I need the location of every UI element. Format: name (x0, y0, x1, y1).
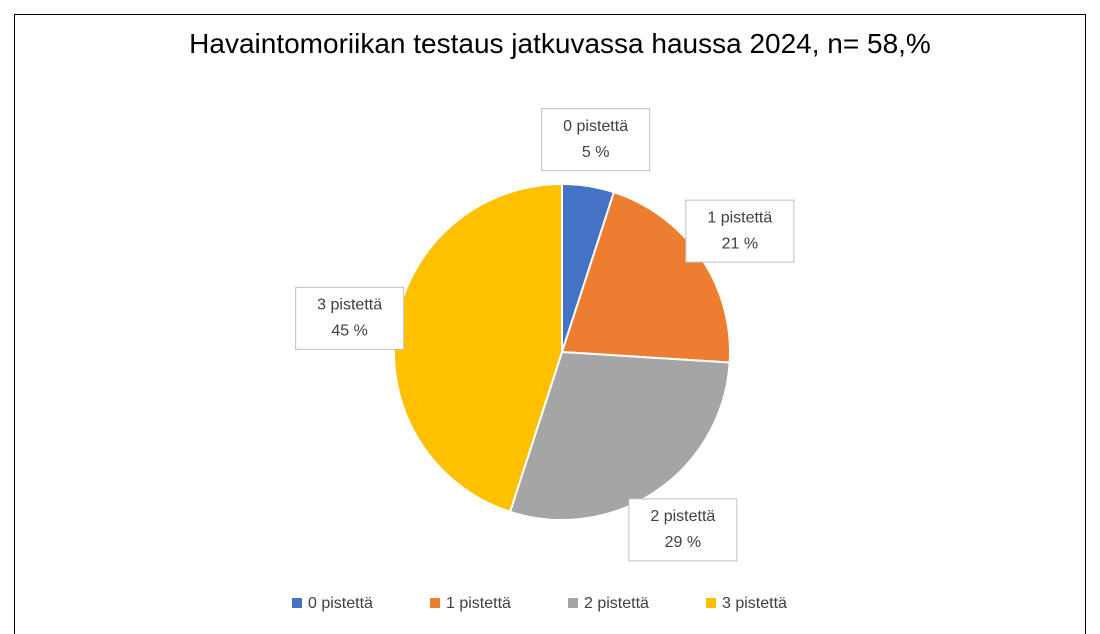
legend-label: 1 pistettä (446, 595, 511, 612)
legend-label: 3 pistettä (722, 595, 787, 612)
legend-swatch (568, 598, 578, 608)
legend-swatch (706, 598, 716, 608)
legend-swatch (292, 598, 302, 608)
data-label-box (685, 199, 795, 263)
legend-swatch (430, 598, 440, 608)
data-label-category: 3 pistettä (317, 297, 382, 314)
data-label-box (295, 286, 405, 350)
data-label-value: 29 % (665, 534, 701, 551)
data-label-value: 21 % (722, 235, 758, 252)
pie-slice (508, 350, 731, 521)
data-label-box (628, 498, 738, 562)
data-label-category: 2 pistettä (650, 508, 715, 525)
data-label-value: 45 % (331, 323, 367, 340)
data-label-box (541, 108, 651, 172)
legend-label: 2 pistettä (584, 595, 649, 612)
chart-title: Havaintomoriikan testaus jatkuvassa haus… (189, 28, 931, 59)
chart-frame (14, 14, 1086, 634)
data-label-category: 1 pistettä (707, 209, 772, 226)
legend-label: 0 pistettä (308, 595, 373, 612)
data-label-category: 0 pistettä (563, 118, 628, 135)
data-label-value: 5 % (582, 144, 610, 161)
